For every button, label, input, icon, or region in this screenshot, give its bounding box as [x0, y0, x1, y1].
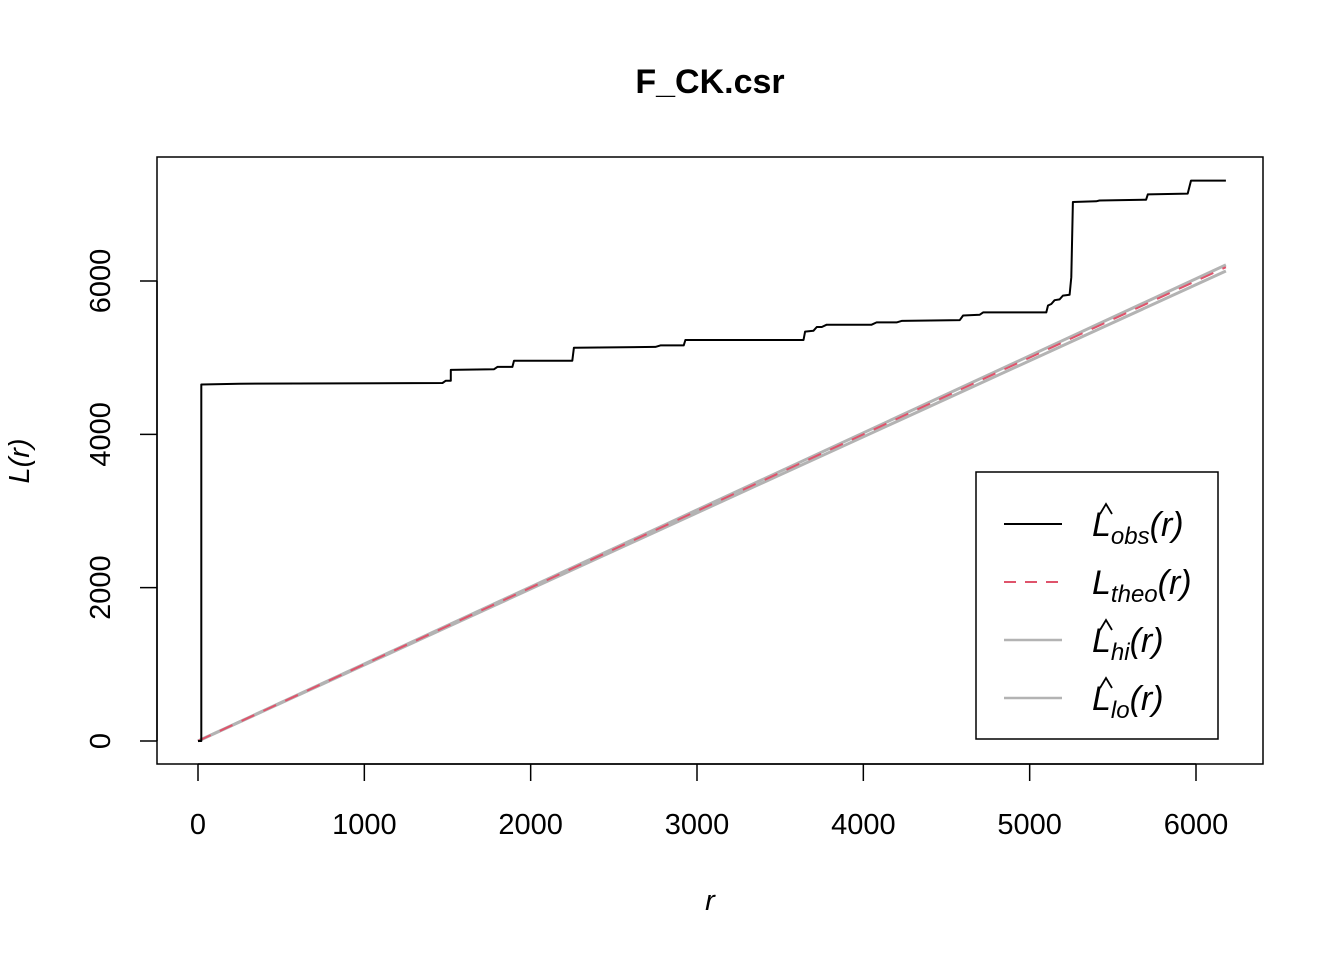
x-axis: 0 1000 2000 3000 4000 5000 6000	[190, 763, 1229, 841]
legend-label-hi: Lhi(r)	[1092, 622, 1164, 666]
y-tick-label: 4000	[85, 402, 117, 467]
x-tick-label: 2000	[498, 809, 563, 841]
x-tick-label: 4000	[831, 809, 896, 841]
x-tick-label: 1000	[332, 809, 397, 841]
series-theo-line	[197, 266, 1227, 742]
series-lo-line	[197, 269, 1227, 743]
legend-hat-lo	[1099, 676, 1113, 689]
series-obs-line	[198, 179, 1226, 742]
x-tick-label: 3000	[665, 809, 730, 841]
series-layer	[197, 179, 1227, 743]
legend-hat-hi	[1099, 618, 1113, 631]
legend-label-lo: Llo(r)	[1092, 680, 1164, 724]
x-tick-label: 0	[190, 809, 206, 841]
chart-title: F_CK.csr	[635, 63, 784, 101]
legend: Lobs(r) Ltheo(r) Lhi(r) Llo(r)	[975, 471, 1219, 740]
x-axis-label: r	[705, 885, 716, 917]
y-tick-label: 0	[85, 733, 117, 749]
legend-label-theo: Ltheo(r)	[1092, 564, 1192, 608]
x-tick-label: 6000	[1164, 809, 1229, 841]
x-tick-label: 5000	[997, 809, 1062, 841]
legend-label-obs: Lobs(r)	[1092, 506, 1184, 550]
legend-hat-obs	[1099, 502, 1113, 515]
y-axis: 0 2000 4000 6000	[85, 249, 158, 749]
y-tick-label: 2000	[85, 555, 117, 620]
legend-box	[975, 471, 1219, 740]
y-axis-label: L(r)	[4, 438, 36, 483]
y-tick-label: 6000	[85, 249, 117, 314]
